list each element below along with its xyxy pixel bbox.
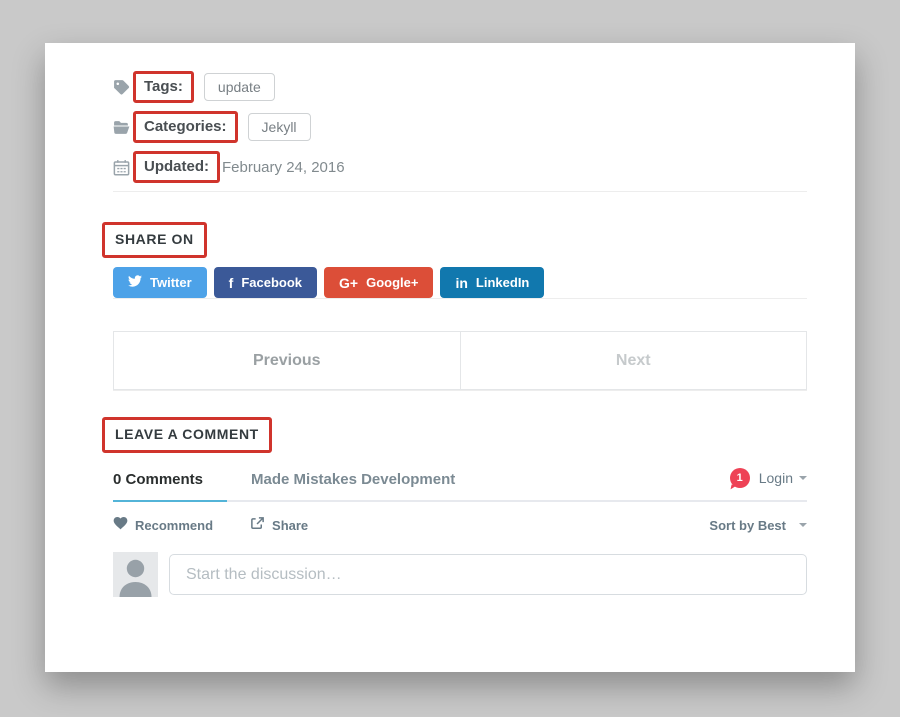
category-chip-jekyll[interactable]: Jekyll [247,113,311,141]
updated-label-annotation: Updated: [133,151,220,183]
sort-by-label: Sort by Best [709,517,786,533]
tags-label-annotation: Tags: [133,71,194,103]
heart-icon [113,516,128,534]
tag-chip-update[interactable]: update [203,73,275,101]
updated-label: Updated: [144,158,209,175]
linkedin-icon: in [455,274,468,291]
tags-row: Tags: update [113,71,807,103]
folder-icon [113,119,130,136]
share-heading-annotation: SHARE ON [102,222,207,258]
share-heading: SHARE ON [115,231,194,247]
recommend-label: Recommend [135,517,214,533]
caret-down-icon [799,476,807,480]
disqus-thread: 0 Comments Made Mistakes Development 1 L… [113,468,807,597]
tags-label: Tags: [144,78,183,95]
categories-row: Categories: Jekyll [113,111,807,143]
avatar [113,552,158,597]
updated-date: February 24, 2016 [222,158,345,176]
share-button-label: Google+ [366,275,419,290]
updated-row: Updated: February 24, 2016 [113,151,807,183]
tag-icon [113,79,130,96]
share-section: SHARE ON Twitter f Facebook G+ Google+ i… [102,222,807,298]
facebook-icon: f [228,274,234,291]
share-googleplus-button[interactable]: G+ Google+ [324,267,434,298]
disqus-share-button[interactable]: Share [250,516,308,534]
share-buttons: Twitter f Facebook G+ Google+ in LinkedI… [113,267,807,298]
disqus-notification-badge: 1 [729,468,750,488]
divider [113,390,807,391]
recommend-button[interactable]: Recommend [113,516,213,534]
comments-heading-annotation: LEAVE A COMMENT [102,417,272,453]
disqus-toolbar: Recommend Share Sort by Best [113,502,807,536]
post-footer-card: Tags: update Categories: Jekyll Updated:… [45,43,855,672]
login-control[interactable]: 1 Login [729,468,807,500]
comment-input[interactable] [169,554,807,595]
previous-post-link[interactable]: Previous [114,332,461,389]
tab-community[interactable]: Made Mistakes Development [251,471,456,488]
disqus-header: 0 Comments Made Mistakes Development 1 L… [113,468,807,502]
tab-comment-count[interactable]: 0 Comments [113,471,228,502]
next-post-link[interactable]: Next [615,351,651,369]
share-linkedin-button[interactable]: in LinkedIn [440,267,545,298]
sort-by-dropdown[interactable]: Sort by Best [709,518,807,533]
calendar-icon [113,159,130,176]
comment-editor [113,552,807,597]
categories-label: Categories: [144,118,227,135]
divider [113,191,807,192]
share-facebook-button[interactable]: f Facebook [213,267,318,298]
comments-section: LEAVE A COMMENT 0 Comments Made Mistakes… [102,417,807,597]
share-icon [250,516,265,534]
share-button-label: LinkedIn [475,275,530,290]
share-twitter-button[interactable]: Twitter [113,267,207,298]
post-meta: Tags: update Categories: Jekyll Updated:… [113,71,807,183]
post-pagination: Previous Next [113,331,807,390]
share-button-label: Twitter [150,275,192,290]
comments-heading: LEAVE A COMMENT [115,426,259,442]
twitter-icon [128,274,142,291]
login-label: Login [758,470,793,486]
share-button-label: Facebook [241,275,303,290]
divider [113,298,807,299]
categories-label-annotation: Categories: [133,111,238,143]
disqus-share-label: Share [272,517,309,533]
googleplus-icon: G+ [339,274,359,291]
caret-down-icon [799,523,807,527]
